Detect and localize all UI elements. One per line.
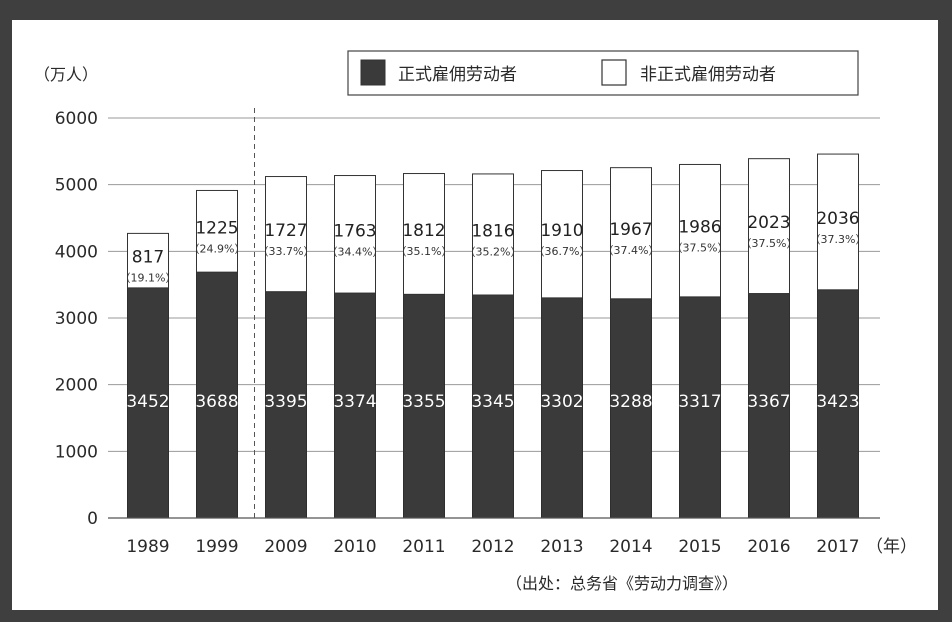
data-label-regular: 3367	[747, 392, 790, 412]
x-tick-label: 2014	[609, 537, 652, 557]
data-label-regular: 3423	[816, 392, 859, 412]
data-label-nonregular: 1986	[678, 218, 721, 238]
data-label-nonregular: 1727	[264, 221, 307, 241]
data-label-regular: 3355	[402, 392, 445, 412]
legend-label-nonregular: 非正式雇佣劳动者	[640, 65, 776, 85]
data-label-regular: 3452	[126, 392, 169, 412]
y-tick-label: 3000	[55, 309, 98, 329]
y-tick-label: 6000	[55, 109, 98, 129]
y-tick-label: 2000	[55, 376, 98, 396]
y-tick-label: 0	[87, 509, 98, 529]
bar-nonregular-2011	[403, 173, 445, 295]
bar-regular-2017	[817, 289, 859, 519]
data-label-regular: 3395	[264, 392, 307, 412]
data-label-nonregular: 1967	[609, 220, 652, 240]
x-tick-label: 2016	[747, 537, 790, 557]
data-label-regular: 3317	[678, 392, 721, 412]
x-tick-label: 2017	[816, 537, 859, 557]
data-label-regular: 3288	[609, 392, 652, 412]
stacked-bar-chart: 0 1000 2000 3000 4000 5000 6000 1989 1999 2009 20…	[34, 50, 917, 593]
bar-nonregular-2014	[610, 167, 652, 300]
data-label-share: （37.4%）	[603, 244, 660, 257]
legend-swatch-regular	[360, 59, 386, 86]
data-label-nonregular: 1812	[402, 221, 445, 241]
bar-regular-2013	[541, 297, 583, 519]
data-label-regular: 3688	[195, 392, 238, 412]
bar-regular-2016	[748, 293, 790, 519]
data-label-share: （34.4%）	[327, 245, 384, 258]
data-label-nonregular: 2036	[816, 209, 859, 229]
data-label-nonregular: 817	[132, 248, 164, 268]
bar-nonregular-2015	[679, 163, 721, 298]
data-label-share: （36.7%）	[534, 245, 591, 258]
bar-nonregular-1999	[196, 189, 238, 273]
bar-nonregular-2009	[265, 176, 307, 293]
bar-regular-2014	[610, 298, 652, 519]
source-note: （出处：总务省《劳动力调查》）	[506, 574, 738, 593]
data-label-share: （24.9%）	[189, 242, 246, 255]
data-label-share: （33.7%）	[258, 245, 315, 258]
data-label-nonregular: 1225	[195, 218, 238, 238]
data-label-share: （37.5%）	[672, 242, 729, 255]
data-label-regular: 3345	[471, 392, 514, 412]
data-label-regular: 3302	[540, 392, 583, 412]
x-axis-unit: （年）	[866, 537, 917, 557]
data-label-share: （35.2%）	[465, 245, 522, 258]
bars	[127, 153, 859, 519]
y-tick-label: 4000	[55, 242, 98, 262]
data-labels: 3452 817 （19.1%） 3688 1225 （24.9%） 3395 1727 （33…	[120, 209, 867, 412]
legend-swatch-nonregular	[601, 59, 627, 86]
data-label-share: （37.5%）	[741, 237, 798, 250]
bar-regular-2010	[334, 292, 376, 519]
y-tick-label: 1000	[55, 442, 98, 462]
bar-regular-2012	[472, 294, 514, 519]
bar-nonregular-2013	[541, 170, 583, 299]
bar-nonregular-1989	[127, 232, 169, 289]
x-tick-label: 1989	[126, 537, 169, 557]
data-label-nonregular: 1910	[540, 221, 583, 241]
x-tick-label: 2011	[402, 537, 445, 557]
bar-regular-1999	[196, 271, 238, 519]
data-label-share: （37.3%）	[810, 233, 867, 246]
y-tick-label: 5000	[55, 176, 98, 196]
x-tick-label: 2012	[471, 537, 514, 557]
y-axis-unit: （万人）	[34, 65, 98, 84]
data-label-share: （35.1%）	[396, 245, 453, 258]
x-tick-label: 2009	[264, 537, 307, 557]
data-label-regular: 3374	[333, 392, 376, 412]
x-tick-label: 2013	[540, 537, 583, 557]
x-axis-ticks: 1989 1999 2009 2010 2011 2012 2013 2014 2015 2016…	[126, 537, 859, 557]
bar-nonregular-2016	[748, 158, 790, 295]
legend-label-regular: 正式雇佣劳动者	[398, 65, 517, 85]
chart-frame: 0 1000 2000 3000 4000 5000 6000 1989 1999 2009 20…	[12, 20, 938, 610]
x-tick-label: 2015	[678, 537, 721, 557]
data-label-share: （19.1%）	[120, 272, 177, 285]
bar-nonregular-2012	[472, 173, 514, 296]
legend: 正式雇佣劳动者 非正式雇佣劳动者	[347, 50, 859, 96]
bar-regular-2009	[265, 291, 307, 519]
data-label-nonregular: 2023	[747, 213, 790, 233]
data-label-nonregular: 1763	[333, 221, 376, 241]
bar-nonregular-2017	[817, 153, 859, 291]
bar-regular-2015	[679, 296, 721, 519]
data-label-nonregular: 1816	[471, 221, 514, 241]
y-axis-ticks: 0 1000 2000 3000 4000 5000 6000	[55, 109, 98, 529]
x-tick-label: 2010	[333, 537, 376, 557]
bar-nonregular-2010	[334, 175, 376, 294]
x-tick-label: 1999	[195, 537, 238, 557]
